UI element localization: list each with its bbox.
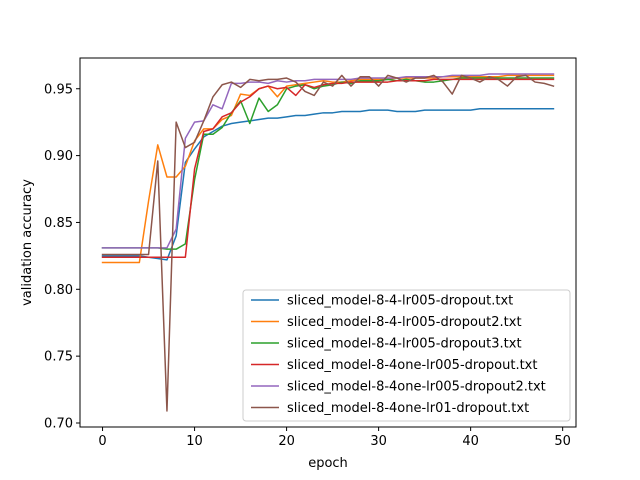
y-tick-label: 0.85 (44, 216, 73, 231)
legend-item: sliced_model-8-4-lr005-dropout3.txt (251, 337, 522, 352)
x-tick-label: 20 (278, 434, 295, 449)
y-axis: 0.70 0.75 0.80 0.85 0.90 0.95 (44, 82, 80, 431)
y-tick-label: 0.80 (44, 283, 73, 298)
legend-item: sliced_model-8-4-lr005-dropout2.txt (251, 315, 522, 330)
legend-label: sliced_model-8-4one-lr005-dropout.txt (287, 358, 537, 373)
series-line-5 (101, 73, 555, 249)
x-axis-label: epoch (308, 456, 348, 471)
series-line-3 (101, 77, 555, 250)
series-line-1 (101, 108, 555, 261)
series-line-2 (101, 74, 555, 264)
legend-label: sliced_model-8-4one-lr005-dropout2.txt (287, 380, 546, 395)
x-axis: 0 10 20 30 40 50 (98, 427, 571, 449)
legend-item: sliced_model-8-4one-lr005-dropout.txt (251, 358, 537, 373)
y-tick-label: 0.75 (44, 350, 73, 365)
x-tick-label: 10 (186, 434, 203, 449)
x-tick-label: 40 (462, 434, 479, 449)
legend-label: sliced_model-8-4-lr005-dropout2.txt (287, 315, 522, 330)
legend-label: sliced_model-8-4-lr005-dropout3.txt (287, 337, 522, 352)
legend-item: sliced_model-8-4one-lr005-dropout2.txt (251, 380, 546, 395)
x-tick-label: 30 (370, 434, 387, 449)
series-line-6 (101, 74, 555, 412)
legend-label: sliced_model-8-4-lr005-dropout.txt (287, 294, 513, 309)
axes-frame (79, 57, 577, 428)
x-tick-label: 50 (554, 434, 571, 449)
legend-box (242, 289, 571, 422)
y-axis-label: validation accuracy (20, 179, 35, 306)
legend-item: sliced_model-8-4-lr005-dropout.txt (251, 294, 513, 309)
y-tick-label: 0.90 (44, 149, 73, 164)
x-tick-label: 0 (98, 434, 106, 449)
y-tick-label: 0.70 (44, 416, 73, 431)
legend-item: sliced_model-8-4one-lr01-dropout.txt (251, 401, 529, 416)
legend: sliced_model-8-4-lr005-dropout.txtsliced… (242, 289, 571, 422)
legend-label: sliced_model-8-4one-lr01-dropout.txt (287, 401, 529, 416)
series-layer (101, 73, 555, 412)
y-tick-label: 0.95 (44, 82, 73, 97)
